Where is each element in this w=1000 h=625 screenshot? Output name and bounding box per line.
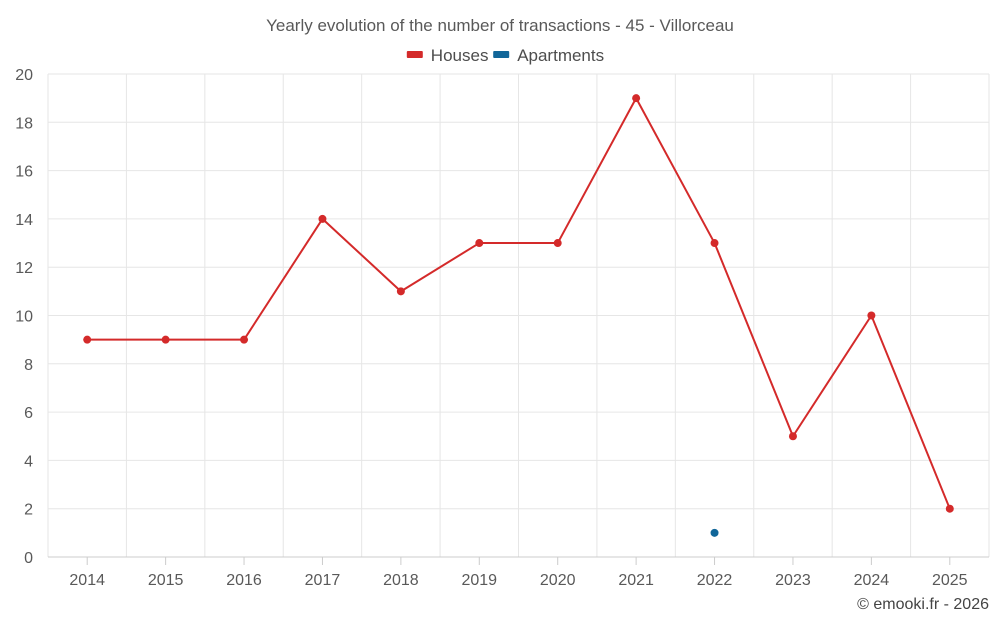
x-tick-label: 2019 bbox=[461, 572, 497, 589]
x-tick-label: 2016 bbox=[226, 572, 262, 589]
x-tick-label: 2018 bbox=[383, 572, 419, 589]
legend-swatch bbox=[493, 51, 510, 58]
data-point[interactable] bbox=[161, 335, 170, 344]
y-tick-label: 18 bbox=[15, 115, 33, 132]
legend-item-apartments[interactable]: Apartments bbox=[493, 46, 604, 65]
data-point[interactable] bbox=[710, 528, 719, 537]
data-point[interactable] bbox=[553, 239, 562, 248]
x-tick-label: 2025 bbox=[932, 572, 968, 589]
series-houses bbox=[83, 94, 954, 513]
legend-item-houses[interactable]: Houses bbox=[406, 46, 489, 65]
y-tick-label: 4 bbox=[24, 453, 33, 470]
data-point[interactable] bbox=[475, 239, 484, 248]
legend-label: Apartments bbox=[517, 46, 604, 65]
data-point[interactable] bbox=[396, 287, 405, 296]
x-tick-label: 2022 bbox=[697, 572, 733, 589]
chart-title: Yearly evolution of the number of transa… bbox=[266, 16, 734, 35]
x-tick-label: 2017 bbox=[305, 572, 341, 589]
series-layer bbox=[83, 94, 954, 537]
legend: Houses Apartments bbox=[406, 46, 604, 65]
y-tick-label: 10 bbox=[15, 309, 33, 326]
data-point[interactable] bbox=[240, 335, 249, 344]
y-tick-label: 2 bbox=[24, 502, 33, 519]
x-tick-label: 2014 bbox=[69, 572, 105, 589]
y-tick-label: 16 bbox=[15, 164, 33, 181]
series-apartments bbox=[710, 528, 719, 537]
y-tick-label: 6 bbox=[24, 405, 33, 422]
legend-label: Houses bbox=[431, 46, 489, 65]
x-tick-label: 2020 bbox=[540, 572, 576, 589]
x-tick-label: 2021 bbox=[618, 572, 654, 589]
x-tick-label: 2015 bbox=[148, 572, 184, 589]
y-tick-label: 12 bbox=[15, 260, 33, 277]
credit-text: © emooki.fr - 2026 bbox=[857, 596, 989, 613]
data-point[interactable] bbox=[788, 432, 797, 441]
series-line bbox=[87, 97, 951, 510]
data-point[interactable] bbox=[945, 504, 954, 513]
data-point[interactable] bbox=[710, 239, 719, 248]
data-point[interactable] bbox=[318, 214, 327, 223]
axes: 0 2 4 6 8 10 12 14 16 18 20 2014 2015 2016 2017 2018 201… bbox=[15, 67, 989, 589]
data-point[interactable] bbox=[83, 335, 92, 344]
y-tick-label: 0 bbox=[24, 550, 33, 567]
x-tick-label: 2024 bbox=[854, 572, 890, 589]
data-point[interactable] bbox=[867, 311, 876, 320]
y-tick-label: 20 bbox=[15, 67, 33, 84]
x-tick-label: 2023 bbox=[775, 572, 811, 589]
y-tick-label: 14 bbox=[15, 212, 33, 229]
y-tick-label: 8 bbox=[24, 357, 33, 374]
data-point[interactable] bbox=[632, 94, 641, 103]
grid bbox=[47, 73, 990, 557]
legend-swatch bbox=[406, 51, 423, 58]
